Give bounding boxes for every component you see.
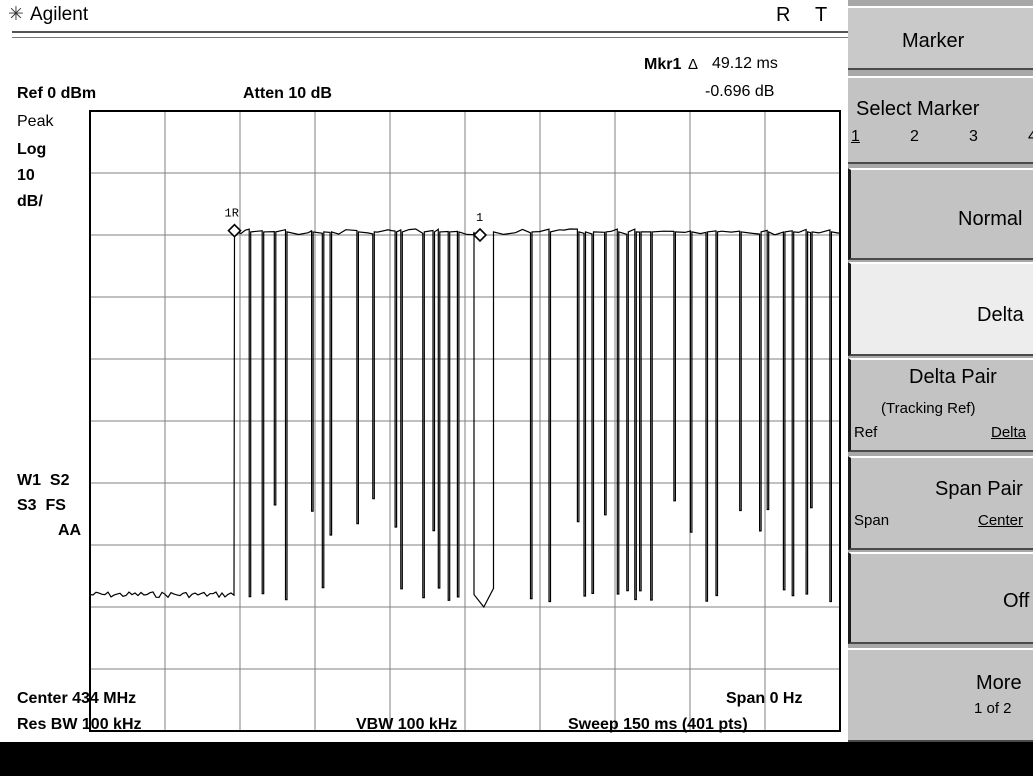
marker-1-icon [472, 227, 488, 243]
more-label: More [976, 672, 1022, 694]
vbw: VBW 100 kHz [356, 716, 458, 733]
center-frequency: Center 434 MHz [17, 690, 137, 707]
trace-status-1: W1 S2 [17, 472, 70, 489]
delta-symbol: Δ [688, 56, 699, 73]
select-marker-softkey[interactable]: Select Marker 1 2 3 4 [848, 76, 1033, 164]
scale-value: 10 [17, 167, 35, 184]
off-softkey[interactable]: Off [848, 552, 1033, 644]
delta-pair-delta: Delta [991, 424, 1027, 441]
span: Span 0 Hz [726, 690, 803, 707]
remote-indicator: R [776, 4, 791, 26]
title-divider [12, 31, 848, 33]
delta-pair-sublabel: (Tracking Ref) [881, 400, 976, 417]
graticule [90, 111, 840, 731]
trace-status-3: AA [58, 522, 82, 539]
softkey-panel: Marker Select Marker 1 2 3 4 Normal Delt… [848, 0, 1033, 742]
off-label: Off [1003, 590, 1030, 612]
agilent-logo-icon: ✳ [8, 4, 24, 25]
normal-label: Normal [958, 208, 1023, 230]
marker-1r-icon [227, 223, 242, 238]
delta-softkey[interactable]: Delta [848, 262, 1033, 356]
title-bar: ✳ Agilent R T [0, 0, 848, 44]
delta-pair-label: Delta Pair [909, 366, 997, 388]
res-bw: Res BW 100 kHz [17, 716, 142, 733]
more-softkey[interactable]: More 1 of 2 [848, 648, 1033, 742]
marker-1-label: 1 [476, 211, 483, 225]
status-bar [0, 742, 1033, 776]
more-sublabel: 1 of 2 [974, 700, 1012, 717]
brand-name: Agilent [30, 4, 89, 25]
marker-option-4: 4 [1028, 128, 1033, 146]
delta-pair-softkey[interactable]: Delta Pair (Tracking Ref) Ref Delta [848, 358, 1033, 452]
detector-mode: Peak [17, 113, 54, 130]
span-pair-center: Center [978, 512, 1024, 529]
menu-title: Marker [902, 30, 965, 52]
marker-option-1: 1 [851, 128, 860, 145]
delta-label: Delta [977, 304, 1024, 326]
span-pair-softkey[interactable]: Span Pair Span Center [848, 456, 1033, 550]
ref-level: Ref 0 dBm [17, 85, 97, 102]
delta-pair-ref: Ref [854, 424, 878, 441]
sweep: Sweep 150 ms (401 pts) [568, 716, 748, 733]
select-marker-label: Select Marker [856, 98, 980, 120]
spectrum-plot: 1R 1 [89, 110, 841, 732]
plot-frame [89, 110, 841, 732]
span-pair-span: Span [854, 512, 890, 529]
marker-readout-label: Mkr1 [644, 56, 682, 73]
marker-option-3: 3 [969, 128, 978, 145]
softkey-menu-title: Marker [848, 6, 1033, 70]
span-pair-label: Span Pair [935, 478, 1023, 500]
analyzer-screen: ✳ Agilent R T Mkr1 Δ 49.12 ms -0.696 dB … [0, 0, 848, 733]
trace-1 [89, 228, 841, 609]
marker-readout-time: 49.12 ms [712, 55, 778, 72]
marker-1r-label: 1R [225, 207, 239, 221]
title-divider-inner [12, 37, 848, 38]
trigger-indicator: T [815, 4, 828, 26]
trace-status-2: S3 FS [17, 497, 66, 514]
normal-softkey[interactable]: Normal [848, 168, 1033, 260]
scale-type: Log [17, 141, 47, 158]
scale-unit: dB/ [17, 193, 43, 210]
marker-option-2: 2 [910, 128, 919, 145]
attenuation: Atten 10 dB [243, 85, 332, 102]
marker-readout-amplitude: -0.696 dB [705, 83, 775, 100]
